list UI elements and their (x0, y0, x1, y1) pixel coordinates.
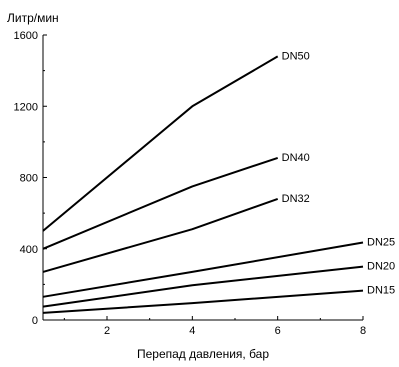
x-tick-label: 6 (275, 325, 281, 337)
y-tick-label: 400 (20, 244, 38, 256)
series-line-dn20 (42, 265, 364, 308)
series-label-dn50: DN50 (282, 50, 310, 62)
y-tick-label: 1200 (14, 101, 38, 113)
series-line-dn25 (42, 241, 364, 298)
x-axis-title: Перепад давления, бар (137, 347, 269, 361)
series-line-dn50 (42, 55, 279, 232)
y-tick-label: 800 (20, 173, 38, 185)
x-tick-label: 4 (189, 325, 195, 337)
series-label-dn32: DN32 (282, 193, 310, 205)
x-ticks: 2 4 6 8 (63, 316, 366, 337)
y-tick-label: 0 (32, 315, 38, 327)
axes: Литр/мин Перепад давления, бар (7, 11, 363, 361)
x-tick-label: 8 (360, 325, 366, 337)
series-line-dn40 (42, 156, 279, 250)
x-tick-label: 2 (104, 325, 110, 337)
series-line-dn15 (42, 289, 364, 314)
y-ticks: 0 400 800 1200 1600 (14, 30, 47, 327)
y-tick-label: 1600 (14, 30, 38, 42)
series-label-dn15: DN15 (367, 285, 395, 297)
series-label-dn25: DN25 (367, 237, 395, 249)
series-line-dn32 (42, 197, 279, 273)
y-axis-title: Литр/мин (7, 11, 59, 25)
series-label-dn40: DN40 (282, 152, 310, 164)
series-group: DN50 DN40 DN32 DN25 DN20 DN15 (42, 50, 395, 314)
series-label-dn20: DN20 (367, 261, 395, 273)
